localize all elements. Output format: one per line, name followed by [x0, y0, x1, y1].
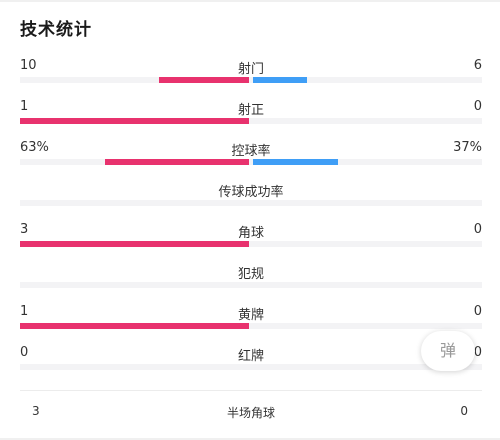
away-value: 0 [473, 222, 482, 237]
half-time-corners-row: 3 半场角球 0 [20, 404, 482, 424]
stat-label: 红牌 [237, 349, 264, 364]
away-value: 6 [473, 58, 482, 73]
home-bar-fill [20, 241, 249, 247]
away-value: 0 [473, 345, 482, 360]
stat-label: 犯规 [237, 267, 264, 282]
stat-bar-track [20, 323, 482, 329]
half-time-away-corners: 0 [460, 404, 468, 418]
top-divider [0, 0, 500, 2]
away-value: 0 [473, 304, 482, 319]
home-value: 0 [20, 345, 29, 360]
stat-label: 射门 [237, 62, 264, 77]
away-bar-fill [253, 159, 338, 165]
half-time-home-corners: 3 [32, 404, 40, 418]
stat-bar-track [20, 241, 482, 247]
home-bar-fill [104, 159, 249, 165]
home-bar-area [20, 118, 249, 124]
home-value: 1 [20, 304, 29, 319]
away-bar-area [253, 118, 482, 124]
home-bar-area [20, 159, 249, 165]
stat-row-yellow-cards: 1 黄牌 0 [20, 304, 482, 344]
stat-row-shots: 10 射门 6 [20, 58, 482, 98]
stat-row-shots-on-target: 1 射正 0 [20, 99, 482, 139]
stat-bar-track [20, 77, 482, 83]
stat-row-possession: 63% 控球率 37% [20, 140, 482, 180]
home-bar-area [20, 241, 249, 247]
away-value: 37% [453, 140, 482, 155]
away-value: 0 [473, 99, 482, 114]
home-bar-area [105, 77, 249, 83]
stat-row-pass-accuracy: 传球成功率 [20, 181, 482, 221]
bottom-divider [0, 438, 500, 440]
stat-bar-track [20, 159, 482, 165]
danmaku-toggle-button[interactable]: 弹 [421, 331, 475, 371]
home-value: 10 [20, 58, 37, 73]
away-bar-area [253, 323, 482, 329]
stat-label: 角球 [237, 226, 264, 241]
home-bar-fill [20, 118, 249, 124]
away-bar-area [253, 241, 482, 247]
stat-bar-track [20, 364, 482, 370]
half-time-corners-label: 半场角球 [226, 406, 275, 420]
home-bar-fill [159, 77, 249, 83]
away-bar-area [253, 159, 482, 165]
stat-row-red-cards: 0 红牌 0 [20, 345, 482, 385]
stat-label: 黄牌 [237, 308, 264, 323]
stat-label: 射正 [237, 103, 264, 118]
section-title: 技术统计 [20, 20, 92, 40]
home-value: 1 [20, 99, 29, 114]
stat-row-corners: 3 角球 0 [20, 222, 482, 262]
stat-label: 控球率 [231, 144, 271, 159]
stat-bar-track [20, 282, 482, 288]
home-value: 3 [20, 222, 29, 237]
home-value: 63% [20, 140, 49, 155]
home-bar-fill [20, 323, 249, 329]
away-bar-fill [253, 77, 307, 83]
away-bar-area [253, 77, 397, 83]
stat-label: 传球成功率 [218, 185, 284, 200]
stat-bar-track [20, 200, 482, 206]
section-divider [20, 390, 482, 391]
stat-row-fouls: 犯规 [20, 263, 482, 303]
home-bar-area [20, 323, 249, 329]
stat-bar-track [20, 118, 482, 124]
